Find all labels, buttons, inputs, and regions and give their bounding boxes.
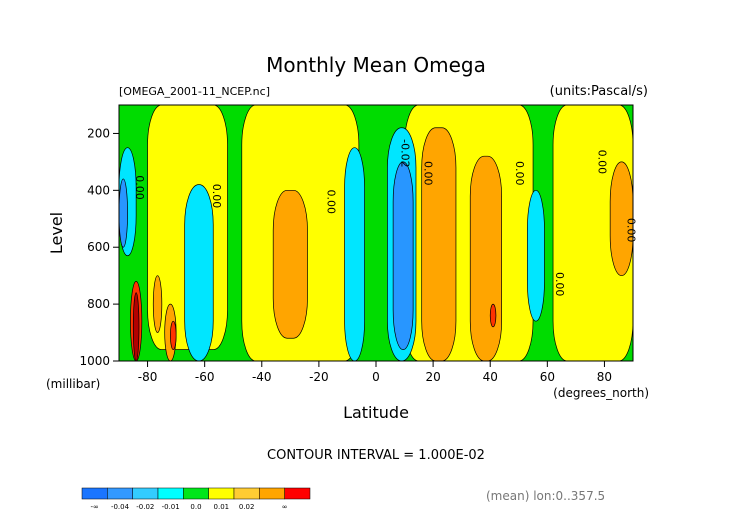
y-tick-label: 1000 [79, 354, 110, 368]
y-tick-label: 600 [87, 240, 110, 254]
colorbar-swatch [284, 487, 311, 500]
contour-region-11 [526, 189, 545, 322]
contour-region-16 [152, 275, 163, 333]
contour-region-21 [489, 303, 497, 328]
contour-region-14 [469, 155, 502, 362]
colorbar-label: -0.04 [111, 503, 130, 511]
colorbar-label: 0.0 [190, 503, 201, 511]
chart-title: Monthly Mean Omega [266, 53, 486, 77]
y-units-label: (millibar) [46, 377, 100, 391]
colorbar-swatch [157, 487, 184, 500]
contour-label-2: 0.00 [324, 189, 337, 214]
contour-interval-text: CONTOUR INTERVAL = 1.000E-02 [267, 448, 485, 463]
colorbar-label: 0.02 [239, 503, 255, 511]
colorbar-swatch [208, 487, 235, 500]
contour-label-0: 0.00 [133, 175, 146, 200]
contour-fills [118, 104, 634, 362]
contour-label-5: 0.00 [513, 161, 526, 186]
x-tick-label: 0 [372, 370, 380, 384]
contour-region-7 [184, 184, 214, 362]
x-tick-label: -20 [309, 370, 329, 384]
contour-region-12 [272, 189, 308, 339]
x-units-label: (degrees_north) [553, 386, 649, 400]
colorbar-swatch [259, 487, 285, 500]
contour-label-7: 0.00 [596, 150, 609, 175]
colorbar-label: 0.01 [214, 503, 230, 511]
contour-label-1: 0.00 [210, 184, 223, 209]
y-tick-label: 400 [87, 183, 110, 197]
colorbar-label: -∞ [90, 503, 98, 511]
x-tick-label: -80 [138, 370, 158, 384]
x-tick-label: 40 [483, 370, 498, 384]
y-axis: 200 400 600 800 1000 [79, 126, 119, 368]
colorbar-swatch [183, 487, 209, 500]
x-tick-label: 60 [540, 370, 555, 384]
y-tick-label: 800 [87, 297, 110, 311]
contour-label-4: 0.00 [422, 161, 435, 186]
x-tick-label: 80 [597, 370, 612, 384]
plot-area: 0.00 0.00 0.00 -0.02 0.00 0.00 0.00 0.00 0.00 [118, 104, 637, 362]
contour-label-3: -0.02 [399, 139, 412, 167]
contour-region-20 [170, 320, 177, 350]
x-tick-label: -60 [195, 370, 215, 384]
contour-region-10 [392, 161, 414, 350]
contour-labels: 0.00 0.00 0.00 -0.02 0.00 0.00 0.00 0.00 0.00 [133, 139, 637, 296]
x-axis-label: Latitude [343, 403, 409, 422]
colorbar-swatch [107, 487, 133, 500]
colorbar-label: -0.01 [162, 503, 180, 511]
mean-text: (mean) lon:0..357.5 [486, 489, 605, 503]
x-tick-label: -40 [252, 370, 272, 384]
contour-region-8 [344, 147, 365, 362]
colorbar: -∞ -0.04 -0.02 -0.01 0.0 0.01 0.02 ∞ [81, 487, 311, 511]
contour-region-19 [132, 292, 140, 362]
file-label: [OMEGA_2001-11_NCEP.nc] [119, 85, 270, 98]
colorbar-swatch [233, 487, 260, 500]
contour-region-6 [118, 178, 128, 248]
x-axis: -80 -60 -40 -20 0 20 40 60 80 [138, 361, 612, 384]
contour-label-6: 0.00 [553, 272, 566, 297]
x-tick-label: 20 [425, 370, 440, 384]
colorbar-label: ∞ [282, 503, 288, 511]
colorbar-swatch [132, 487, 159, 500]
contour-label-8: 0.00 [624, 218, 637, 243]
colorbar-swatch [81, 487, 108, 500]
units-label: (units:Pascal/s) [550, 84, 648, 99]
y-tick-label: 200 [87, 126, 110, 140]
colorbar-label: -0.02 [136, 503, 154, 511]
y-axis-label: Level [47, 212, 66, 254]
